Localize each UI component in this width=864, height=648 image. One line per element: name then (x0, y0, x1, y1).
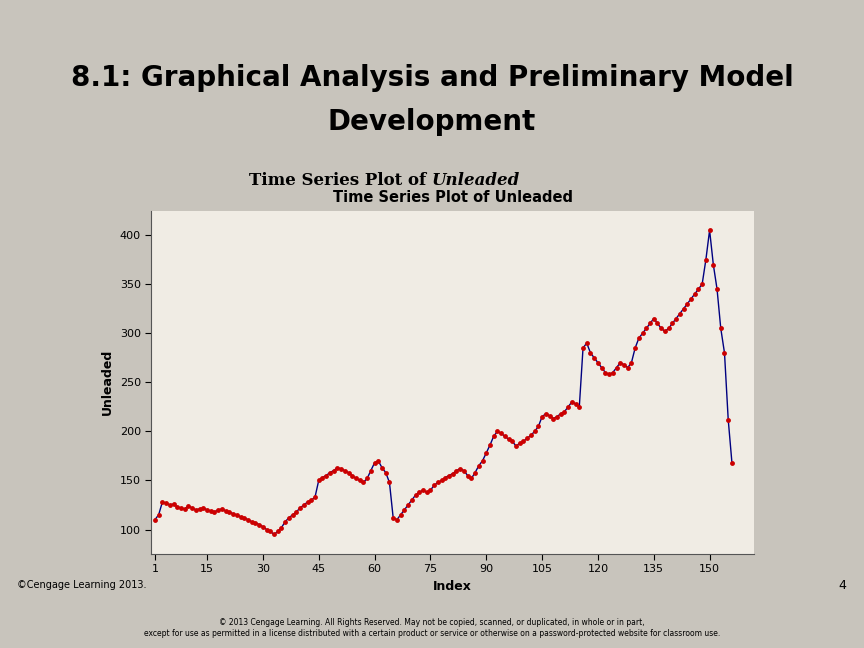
Text: Development: Development (327, 108, 537, 136)
Text: Unleaded: Unleaded (432, 172, 520, 189)
Text: 4: 4 (839, 579, 847, 592)
Text: © 2013 Cengage Learning. All Rights Reserved. May not be copied, scanned, or dup: © 2013 Cengage Learning. All Rights Rese… (144, 618, 720, 638)
X-axis label: Index: Index (434, 580, 472, 593)
Y-axis label: Unleaded: Unleaded (101, 349, 114, 415)
Title: Time Series Plot of Unleaded: Time Series Plot of Unleaded (333, 191, 573, 205)
Text: ©Cengage Learning 2013.: ©Cengage Learning 2013. (17, 581, 147, 590)
Text: 8.1: Graphical Analysis and Preliminary Model: 8.1: Graphical Analysis and Preliminary … (71, 64, 793, 92)
Text: Time Series Plot of: Time Series Plot of (249, 172, 432, 189)
